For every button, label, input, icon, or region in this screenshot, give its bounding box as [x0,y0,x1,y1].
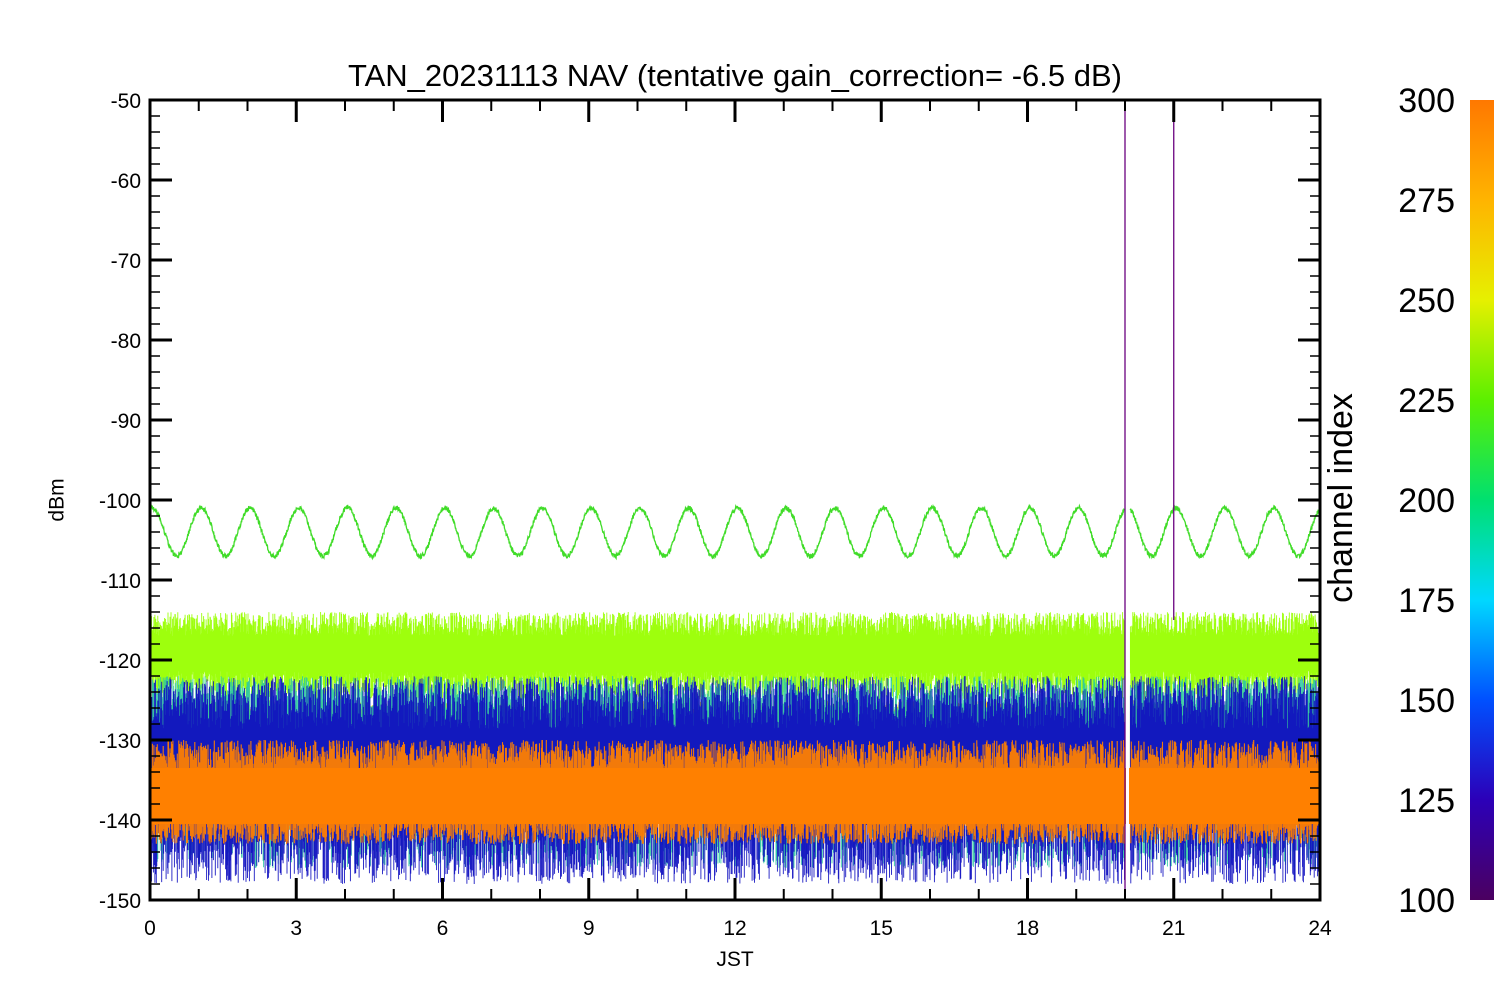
series-sine-ch240 [150,503,1320,561]
y-tick-label: -50 [111,90,141,113]
y-tick-label: -130 [99,730,141,753]
y-tick-label: -90 [111,410,141,433]
y-tick-label: -60 [111,170,141,193]
data-gap [1126,100,1129,900]
x-tick-label: 0 [144,917,156,940]
colorbar-tick-label: 225 [1398,382,1455,420]
y-tick-label: -100 [99,490,141,513]
x-tick-label: 9 [583,917,595,940]
chart-title: TAN_20231113 NAV (tentative gain_correct… [348,58,1122,93]
plot-area [150,100,1320,900]
colorbar-tick-label: 250 [1398,282,1455,320]
colorbar: 300 275 250 225 200 175 150 125 100 [1398,82,1494,920]
colorbar-tick-label: 100 [1398,882,1455,920]
colorbar-tick-label: 200 [1398,482,1455,520]
x-tick-label: 3 [290,917,302,940]
y-tick-label: -70 [111,250,141,273]
x-tick-label: 18 [1016,917,1039,940]
x-tick-label: 21 [1162,917,1185,940]
colorbar-tick-label: 175 [1398,582,1455,620]
colorbar-tick-label: 300 [1398,82,1455,120]
series-core-ch295 [150,768,1320,824]
colorbar-label: channel index [1322,393,1360,603]
y-tick-label: -120 [99,650,141,673]
x-tick-label: 15 [870,917,893,940]
y-tick-label: -110 [101,570,141,593]
colorbar-tick-label: 275 [1398,182,1455,220]
colorbar-tick-label: 125 [1398,782,1455,820]
y-tick-label: -150 [99,890,141,913]
series-band-ch255 [150,612,1320,700]
x-tick-label: 24 [1308,917,1332,940]
x-tick-label: 6 [437,917,449,940]
x-tick-label: 12 [723,917,746,940]
colorbar-tick-label: 150 [1398,682,1455,720]
y-tick-label: -140 [99,810,141,833]
x-axis-label: JST [716,948,754,971]
y-tick-label: -80 [111,330,141,353]
y-axis-label: dBm [46,478,69,521]
colorbar-gradient [1470,100,1494,900]
